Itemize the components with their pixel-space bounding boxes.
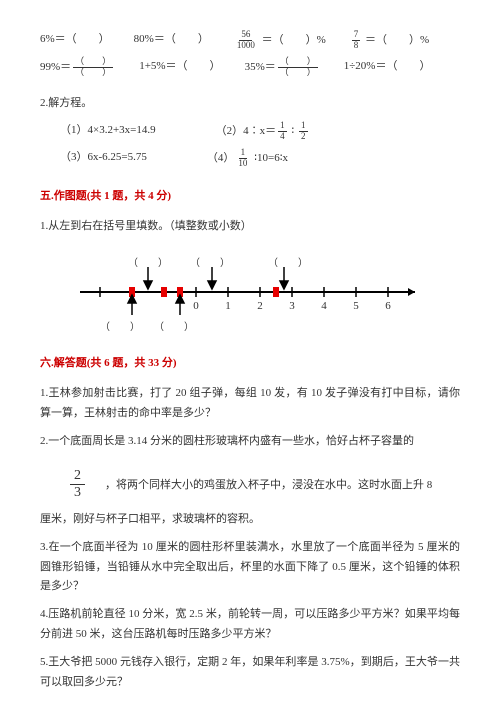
svg-text:1: 1 [225, 300, 231, 312]
question-2-part3: 厘米，刚好与杯子口相平，求玻璃杯的容积。 [40, 510, 460, 530]
section-5-title: 五.作图题(共 1 题，共 4 分) [40, 187, 460, 207]
svg-text:4: 4 [321, 300, 327, 312]
svg-text:3: 3 [289, 300, 295, 312]
question-3: 3.在一个底面半径为 10 厘米的圆柱形杯里装满水，水里放了一个底面半径为 5 … [40, 538, 460, 597]
cell-2-2: 1+5%＝（ ） [139, 57, 220, 78]
cell-1-2: 80%＝（ ） [134, 30, 209, 51]
paren-bot-2: （ ） [154, 319, 194, 337]
problem-5-1: 1.从左到右在括号里填数。（填整数或小数） [40, 217, 460, 237]
fraction-2-3: 2 3 [70, 468, 85, 503]
paren-bot-1: （ ） [100, 319, 140, 337]
cell-1-4: 7 8 ＝（ ）% [350, 30, 429, 51]
eq-4: （4）110 ∶10=6∶x [207, 148, 288, 169]
section-6-title: 六.解答题(共 6 题，共 33 分) [40, 354, 460, 374]
question-2-frac-line: 2 3 ，将两个同样大小的鸡蛋放入杯子中，浸没在水中。这时水面上升 8 [40, 460, 460, 511]
svg-text:6: 6 [385, 300, 391, 312]
paren-top-1: （ ） [128, 255, 168, 273]
eq-2: （2）4∶x＝14 ∶ 12 [216, 121, 310, 142]
question-4: 4.压路机前轮直径 10 分米，宽 2.5 米，前轮转一周，可以压路多少平方米？… [40, 605, 460, 645]
fraction-blank-2: （ ） （ ） [278, 57, 318, 78]
fraction-1-4: 14 [278, 121, 287, 142]
cell-1-3: 56 1000 ＝（ ）% [233, 30, 326, 51]
fraction-1-2: 12 [299, 121, 308, 142]
number-line: （ ） （ ） （ ） [70, 257, 460, 325]
question-5: 5.王大爷把 5000 元钱存入银行，定期 2 年，如果年利率是 3.75%，到… [40, 653, 460, 693]
fraction-blank-1: （ ） （ ） [73, 57, 113, 78]
eq-3: （3）6x-6.25=5.75 [60, 148, 147, 169]
fraction-1-10: 110 [236, 148, 249, 169]
paren-top-2: （ ） [190, 255, 230, 273]
svg-text:5: 5 [353, 300, 359, 312]
equation-row-2: （3）6x-6.25=5.75 （4）110 ∶10=6∶x [60, 148, 460, 169]
cell-1-1: 6%＝（ ） [40, 30, 110, 51]
fraction-56-1000: 56 1000 [235, 30, 257, 51]
cell-2-1: 99%＝ （ ） （ ） [40, 57, 115, 78]
svg-text:0: 0 [193, 300, 199, 312]
fraction-7-8: 7 8 [352, 30, 361, 51]
cell-2-4: 1÷20%＝（ ） [344, 57, 431, 78]
equation-row-1: （1）4×3.2+3x=14.9 （2）4∶x＝14 ∶ 12 [60, 121, 460, 142]
paren-top-3: （ ） [268, 255, 308, 273]
calc-row-2: 99%＝ （ ） （ ） 1+5%＝（ ） 35%＝ （ ） （ ） 1÷20%… [40, 57, 460, 78]
question-1: 1.王林参加射击比赛，打了 20 组子弹，每组 10 发，有 10 发子弹没有打… [40, 384, 460, 424]
calc-row-1: 6%＝（ ） 80%＝（ ） 56 1000 ＝（ ）% 7 8 ＝（ ）% [40, 30, 460, 51]
number-line-svg: 0 1 2 3 4 5 6 [70, 257, 430, 317]
eq-1: （1）4×3.2+3x=14.9 [60, 121, 156, 142]
cell-2-3: 35%＝ （ ） （ ） [245, 57, 320, 78]
problem-2-title: 2.解方程。 [40, 94, 460, 114]
question-2-part2: ，将两个同样大小的鸡蛋放入杯子中，浸没在水中。这时水面上升 8 [105, 478, 432, 490]
question-2-part1: 2.一个底面周长是 3.14 分米的圆柱形玻璃杯内盛有一些水，恰好占杯子容量的 [40, 432, 460, 452]
svg-text:2: 2 [257, 300, 263, 312]
